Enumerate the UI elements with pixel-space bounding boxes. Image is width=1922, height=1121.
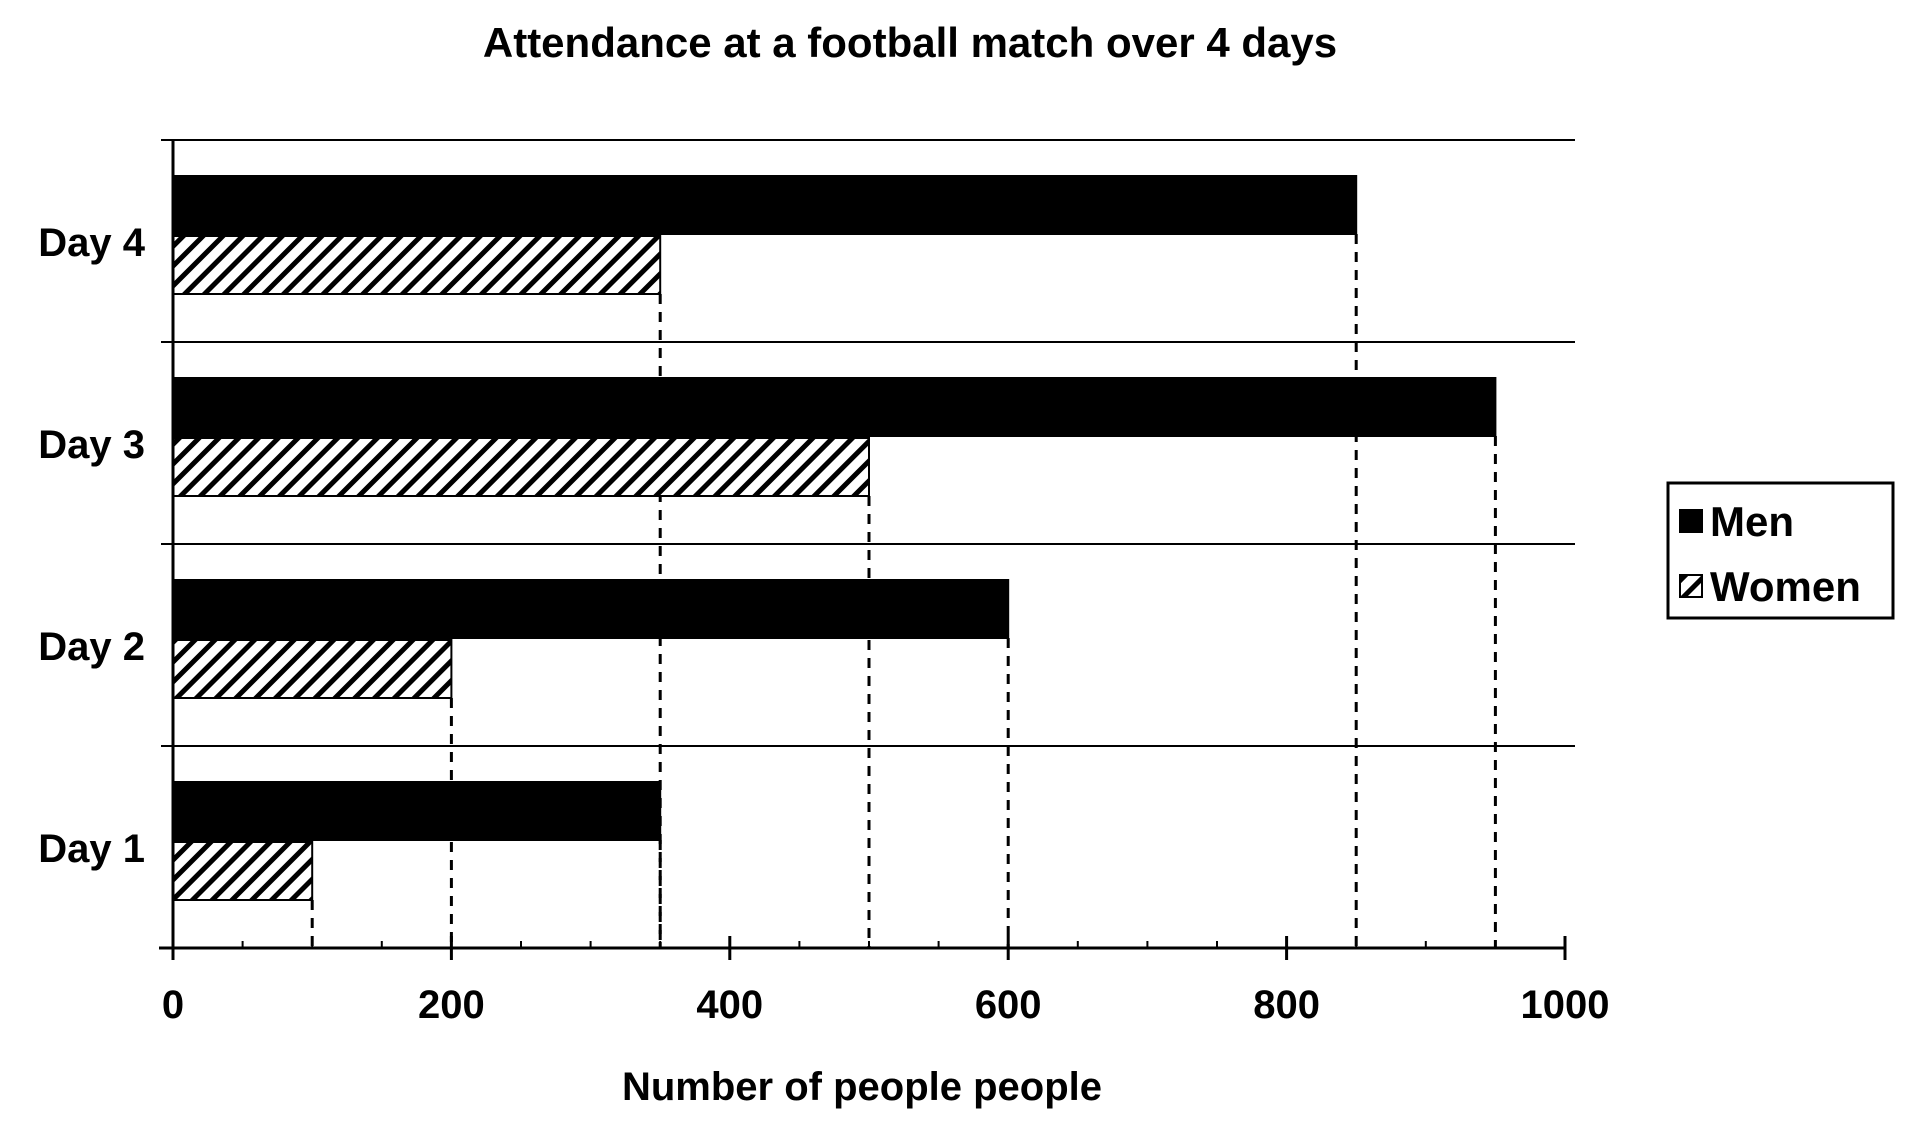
x-tick-label: 600 bbox=[975, 983, 1042, 1027]
x-tick-label: 200 bbox=[418, 983, 485, 1027]
x-tick-label: 800 bbox=[1253, 983, 1320, 1027]
bar-men-day-2 bbox=[172, 579, 1010, 639]
category-label: Day 2 bbox=[38, 625, 145, 669]
x-tick-label: 1000 bbox=[1521, 983, 1610, 1027]
x-axis: 0 200 400 600 800 1000 bbox=[159, 140, 1609, 1027]
category-grid bbox=[161, 139, 1575, 747]
legend-box bbox=[1666, 481, 1895, 620]
bar-men-day-4 bbox=[172, 175, 1358, 235]
chart-title: Attendance at a football match over 4 da… bbox=[483, 19, 1337, 66]
category-labels: Day 1 Day 2 Day 3 Day 4 bbox=[38, 221, 145, 871]
legend-swatch-men bbox=[1679, 509, 1703, 533]
x-axis-label: Number of people people bbox=[622, 1065, 1102, 1109]
bar-women-day-4 bbox=[172, 235, 662, 295]
bars bbox=[172, 175, 1497, 901]
bar-women-day-3 bbox=[172, 437, 870, 497]
legend-label-men: Men bbox=[1710, 498, 1794, 545]
category-label: Day 3 bbox=[38, 423, 145, 467]
category-label: Day 1 bbox=[38, 827, 145, 871]
x-tick-label: 0 bbox=[162, 983, 184, 1027]
x-tick-label: 400 bbox=[696, 983, 763, 1027]
legend-swatch-women bbox=[1679, 574, 1703, 598]
legend-label-women: Women bbox=[1710, 563, 1861, 610]
bar-men-day-3 bbox=[172, 377, 1497, 437]
category-label: Day 4 bbox=[38, 221, 145, 265]
bar-men-day-1 bbox=[172, 781, 662, 841]
bar-women-day-2 bbox=[172, 639, 453, 699]
bar-women-day-1 bbox=[172, 841, 314, 901]
legend: Men Women bbox=[1666, 481, 1895, 620]
